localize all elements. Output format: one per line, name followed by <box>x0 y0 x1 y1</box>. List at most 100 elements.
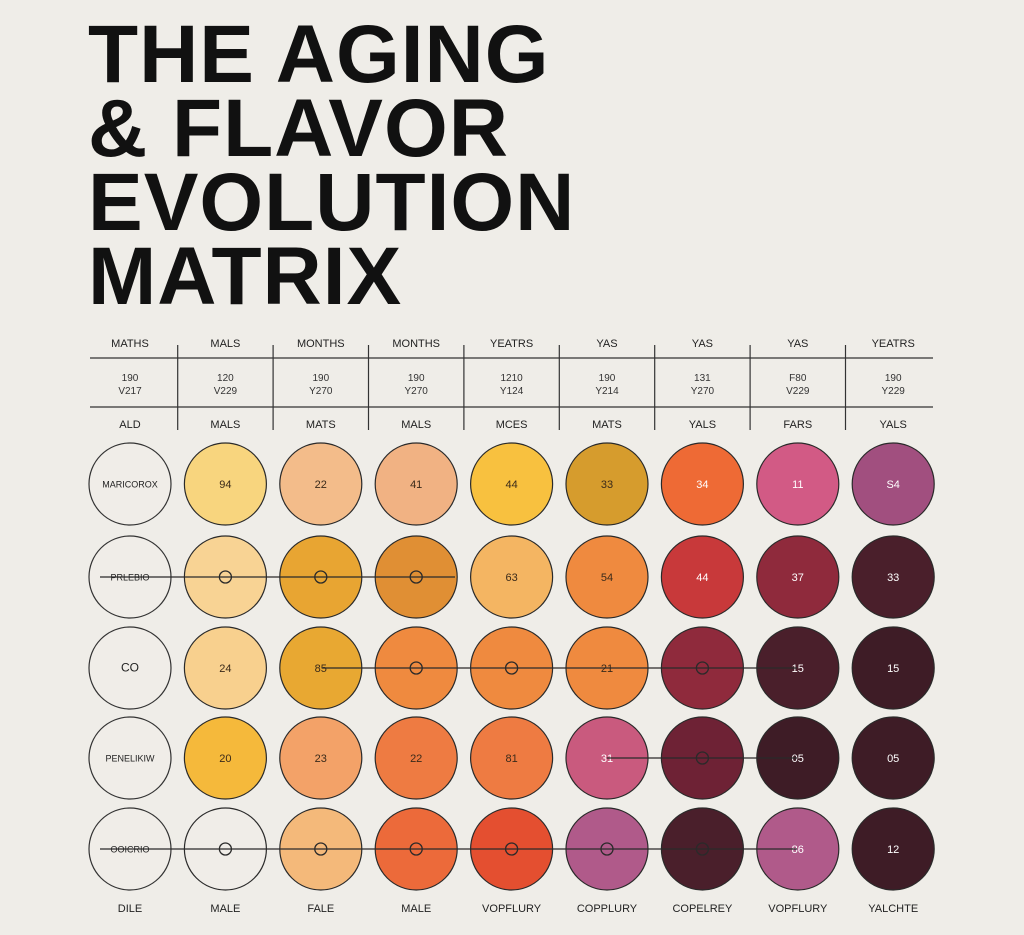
matrix-cell <box>851 442 935 526</box>
header-code: V229 <box>214 386 238 397</box>
header-code: F80 <box>789 373 807 384</box>
connector-dot <box>314 570 328 584</box>
row-label: CO <box>121 661 139 675</box>
connector-dot <box>409 661 423 675</box>
connectors <box>100 570 797 856</box>
connector-dot <box>695 661 710 675</box>
cell-value: 23 <box>315 753 327 765</box>
matrix-cell <box>565 535 649 619</box>
cell-value: 94 <box>219 479 231 491</box>
header-code: Y214 <box>595 386 619 397</box>
cell-value: S4 <box>886 479 899 491</box>
header-code: 190 <box>599 373 616 384</box>
row-label: MARICOROX <box>102 480 158 490</box>
header-label: YALS <box>689 419 716 431</box>
cell-value: 22 <box>315 479 327 491</box>
matrix-cell <box>660 442 745 526</box>
row-label-circle <box>88 442 172 526</box>
footer-label: YALCHTE <box>868 903 918 915</box>
header-label: YALS <box>880 419 907 431</box>
matrix-cell <box>279 716 363 800</box>
header-unit: MATHS <box>111 338 149 350</box>
connector-dot <box>409 842 423 856</box>
cell-value: 21 <box>601 663 613 675</box>
footer-label: MALE <box>210 903 240 915</box>
connector-dot <box>695 751 710 765</box>
cell-value: 85 <box>315 663 327 675</box>
matrix-cell <box>660 535 745 619</box>
connector-dot <box>504 661 519 675</box>
footer-label: DILE <box>118 903 142 915</box>
cell-value: 20 <box>219 753 231 765</box>
footer-label: COPPLURY <box>577 903 638 915</box>
matrix-cell <box>183 716 267 800</box>
header-code: 190 <box>408 373 425 384</box>
cell-value: 44 <box>696 572 708 584</box>
header-unit: YAS <box>692 338 713 350</box>
title-line: & FLAVOR <box>88 83 509 174</box>
cell-value: 34 <box>696 479 708 491</box>
matrix-cell <box>470 535 554 619</box>
header-label: MALS <box>401 419 431 431</box>
matrix-cell <box>565 442 649 526</box>
cell-value: 31 <box>601 753 613 765</box>
matrix-cell <box>183 626 267 710</box>
cell-value: 33 <box>601 479 613 491</box>
header-unit: YEATRS <box>490 338 533 350</box>
row-label-circle <box>88 626 172 710</box>
matrix-cell <box>470 442 554 526</box>
row-label-circle <box>88 716 172 800</box>
header-code: 1210 <box>500 373 523 384</box>
title-line: MATRIX <box>88 231 402 322</box>
header-label: FARS <box>783 419 812 431</box>
header-label: MCES <box>496 419 528 431</box>
header-label: ALD <box>119 419 140 431</box>
footer-label: VOPFLURY <box>482 903 542 915</box>
header-label: MATS <box>592 419 622 431</box>
header-code: Y124 <box>500 386 524 397</box>
cell-value: 41 <box>410 479 422 491</box>
matrix-cell <box>279 442 363 526</box>
matrix-cell <box>851 716 935 800</box>
header-unit: YAS <box>787 338 808 350</box>
header-unit: YAS <box>596 338 617 350</box>
header-unit: MONTHS <box>297 338 345 350</box>
header-code: Y270 <box>405 386 429 397</box>
cell-value: 05 <box>887 753 899 765</box>
header-label: MATS <box>306 419 336 431</box>
cell-value: 44 <box>505 479 517 491</box>
header-code: Y229 <box>882 386 906 397</box>
connector-dot <box>409 570 423 584</box>
footer-label: MALE <box>401 903 431 915</box>
header-label: MALS <box>210 419 240 431</box>
header-code: 190 <box>885 373 902 384</box>
header-code: Y270 <box>691 386 715 397</box>
header-code: Y270 <box>309 386 333 397</box>
title-line: EVOLUTION <box>88 157 575 248</box>
header-code: V217 <box>118 386 142 397</box>
matrix-cell <box>851 626 935 710</box>
header-code: 190 <box>312 373 329 384</box>
connector-dot <box>695 842 710 856</box>
cell-value: 12 <box>887 844 899 856</box>
matrix-cell <box>851 535 935 619</box>
cell-value: 54 <box>601 572 613 584</box>
connector-dot <box>600 842 614 856</box>
footer-label: FALE <box>307 903 334 915</box>
header-unit: YEATRS <box>872 338 915 350</box>
connector-dot <box>314 842 328 856</box>
cell-value: 86 <box>792 844 804 856</box>
cell-value: 15 <box>792 663 804 675</box>
cell-value: 15 <box>887 663 899 675</box>
header-code: V229 <box>786 386 810 397</box>
matrix-cell <box>374 442 458 526</box>
header-code: 120 <box>217 373 234 384</box>
header-unit: MALS <box>210 338 240 350</box>
footer-label: VOPFLURY <box>768 903 828 915</box>
matrix-cell <box>470 716 554 800</box>
matrix-cell <box>756 535 840 619</box>
footer-label: COPELREY <box>672 903 733 915</box>
matrix-cell <box>756 442 840 526</box>
